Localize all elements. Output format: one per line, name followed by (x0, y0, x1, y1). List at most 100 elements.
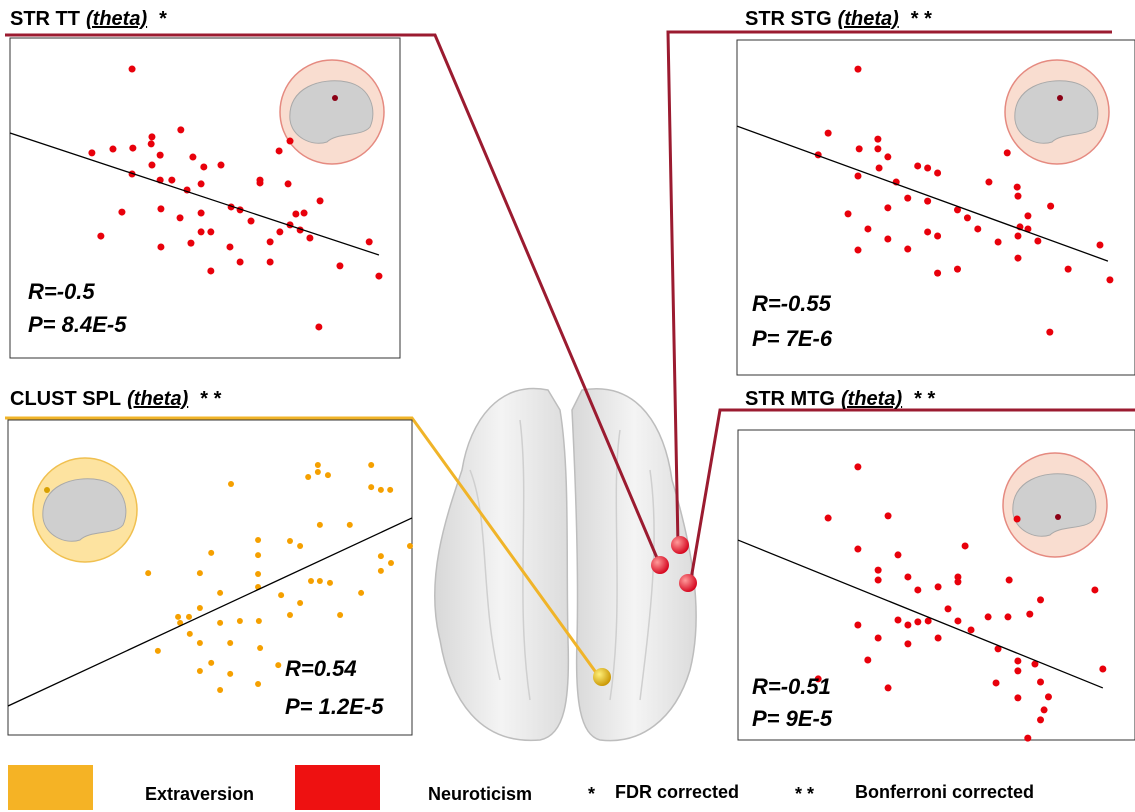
point (1014, 667, 1022, 675)
point (864, 656, 872, 664)
connector (5, 33, 662, 566)
point (157, 205, 165, 213)
point (874, 145, 882, 153)
point (1037, 716, 1045, 724)
legend-label: Extraversion (145, 784, 254, 804)
point (177, 619, 184, 626)
point (226, 243, 234, 251)
point (967, 626, 975, 634)
point (884, 204, 892, 212)
point (1037, 596, 1045, 604)
panel-title: STR STG (theta) * * (745, 8, 932, 30)
point (128, 65, 136, 73)
point (217, 619, 224, 626)
point (1024, 734, 1032, 742)
point (914, 586, 922, 594)
point (1037, 678, 1045, 686)
stat-annotation: R=-0.51 (752, 674, 831, 699)
point (874, 634, 882, 642)
point (236, 617, 243, 624)
title-part: (theta) (841, 388, 902, 410)
inset-brain (1012, 473, 1097, 537)
panel-title: CLUST SPL (theta) * * (10, 388, 222, 410)
point (207, 228, 215, 236)
legend-swatch (8, 765, 93, 810)
point (326, 579, 333, 586)
point (854, 621, 862, 629)
stat-annotation: R=0.54 (285, 656, 357, 681)
point (934, 269, 942, 277)
point (884, 153, 892, 161)
point (257, 645, 264, 652)
point (358, 589, 365, 596)
point (984, 613, 992, 621)
point (157, 243, 165, 251)
point (276, 228, 284, 236)
point (217, 161, 225, 169)
point (1091, 586, 1099, 594)
legend: Extraversion Neuroticism * FDR corrected * *… (8, 765, 1034, 810)
point (197, 180, 205, 188)
point (286, 537, 293, 544)
point (855, 145, 863, 153)
point (148, 161, 156, 169)
point (255, 680, 262, 687)
legend-note: FDR corrected (615, 782, 739, 802)
point (1014, 254, 1022, 262)
point (864, 225, 872, 233)
point (954, 573, 962, 581)
fit-line (737, 539, 1104, 689)
point (337, 611, 344, 618)
point (255, 571, 262, 578)
point (1064, 265, 1072, 273)
point (904, 621, 912, 629)
point (147, 140, 155, 148)
connector (666, 30, 1112, 546)
point (1004, 613, 1012, 621)
point (200, 163, 208, 171)
point (316, 577, 323, 584)
fit-line (736, 125, 1109, 262)
point (875, 164, 883, 172)
point (1031, 660, 1039, 668)
inset-brain (1014, 80, 1099, 144)
point (874, 566, 882, 574)
point (1014, 657, 1022, 665)
point (227, 670, 234, 677)
point (196, 570, 203, 577)
title-part: * * (200, 388, 221, 410)
point (854, 246, 862, 254)
point (854, 172, 862, 180)
point (387, 560, 394, 567)
point (884, 235, 892, 243)
point (1044, 693, 1052, 701)
point (924, 228, 932, 236)
point (1014, 192, 1022, 200)
panel-title: STR MTG (theta) * * (745, 388, 935, 410)
points (814, 65, 1114, 336)
title-part: (theta) (127, 388, 188, 410)
point (904, 573, 912, 581)
point (1013, 515, 1021, 523)
point (175, 613, 182, 620)
point (894, 551, 902, 559)
stat-annotation: R=-0.55 (752, 291, 832, 316)
point (314, 468, 321, 475)
stat-annotation: P= 7E-6 (752, 326, 833, 351)
point (1014, 232, 1022, 240)
point (1099, 665, 1107, 673)
point (189, 153, 197, 161)
point (1026, 610, 1034, 618)
legend-swatch (295, 765, 380, 810)
point (963, 214, 971, 222)
point (156, 151, 164, 159)
point (368, 484, 375, 491)
point (924, 164, 932, 172)
point (255, 537, 262, 544)
point (377, 567, 384, 574)
inset-dot (332, 95, 338, 101)
point (994, 238, 1002, 246)
point (196, 605, 203, 612)
point (944, 605, 952, 613)
title-part: STR STG (745, 8, 832, 30)
